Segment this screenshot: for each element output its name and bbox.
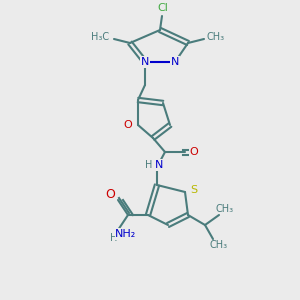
Text: CH₃: CH₃	[207, 32, 225, 42]
Text: H: H	[110, 233, 118, 243]
Text: O: O	[105, 188, 115, 202]
Text: O: O	[124, 120, 132, 130]
Text: N: N	[155, 160, 163, 170]
Text: N: N	[141, 57, 149, 67]
Text: N: N	[171, 57, 179, 67]
Text: NH₂: NH₂	[116, 229, 136, 239]
Text: O: O	[190, 147, 198, 157]
Text: CH₃: CH₃	[210, 240, 228, 250]
Text: H₃C: H₃C	[91, 32, 109, 42]
Text: H: H	[145, 160, 153, 170]
Text: CH₃: CH₃	[216, 204, 234, 214]
Text: S: S	[190, 185, 198, 195]
Text: Cl: Cl	[158, 3, 168, 13]
